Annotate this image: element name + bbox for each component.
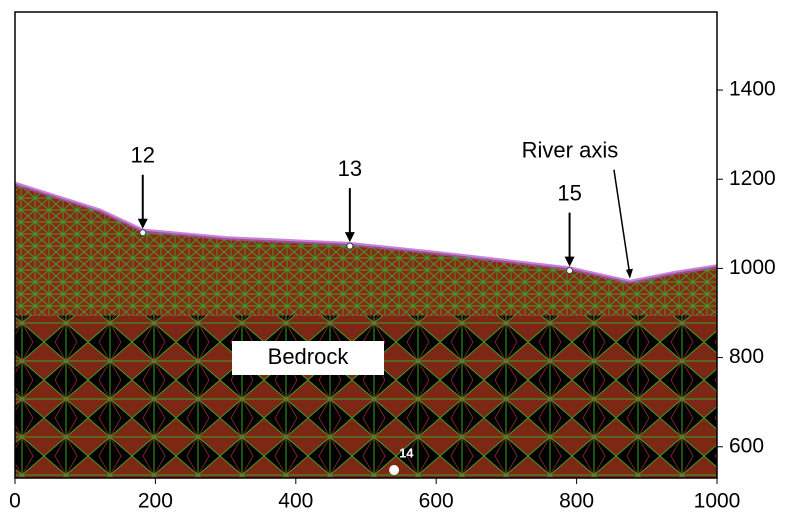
point-label: 13 bbox=[338, 156, 362, 181]
x-tick-label: 400 bbox=[278, 490, 313, 513]
river-axis-label: River axis bbox=[522, 138, 619, 163]
point bbox=[566, 267, 574, 275]
bedrock-label-box bbox=[232, 341, 384, 375]
surface-layer bbox=[15, 183, 717, 316]
x-tick-label: 200 bbox=[138, 490, 173, 513]
bedrock-mesh bbox=[15, 315, 717, 478]
river-axis-arrow bbox=[613, 169, 631, 276]
x-tick-label: 1000 bbox=[694, 490, 741, 513]
point-label: 14 bbox=[399, 445, 414, 460]
x-tick-label: 0 bbox=[9, 490, 21, 513]
y-tick-label: 1400 bbox=[729, 78, 776, 101]
plot-frame bbox=[14, 11, 718, 479]
arrow-head bbox=[137, 218, 148, 229]
x-tick-label: 800 bbox=[559, 490, 594, 513]
y-tick-label: 600 bbox=[729, 434, 764, 457]
y-tick-label: 800 bbox=[729, 345, 764, 368]
point-label: 12 bbox=[131, 143, 155, 168]
y-tick-label: 1200 bbox=[729, 167, 776, 190]
arrow-head bbox=[564, 256, 575, 267]
plot-area bbox=[14, 181, 718, 478]
point bbox=[139, 229, 147, 237]
point bbox=[389, 464, 400, 475]
arrow-head bbox=[625, 268, 633, 279]
x-tick-label: 600 bbox=[419, 490, 454, 513]
surface-line bbox=[14, 181, 718, 284]
arrow-head bbox=[344, 232, 355, 243]
point bbox=[346, 242, 354, 250]
point-label: 15 bbox=[557, 180, 581, 205]
y-tick-label: 1000 bbox=[729, 256, 776, 279]
bedrock-label: Bedrock bbox=[268, 344, 350, 369]
